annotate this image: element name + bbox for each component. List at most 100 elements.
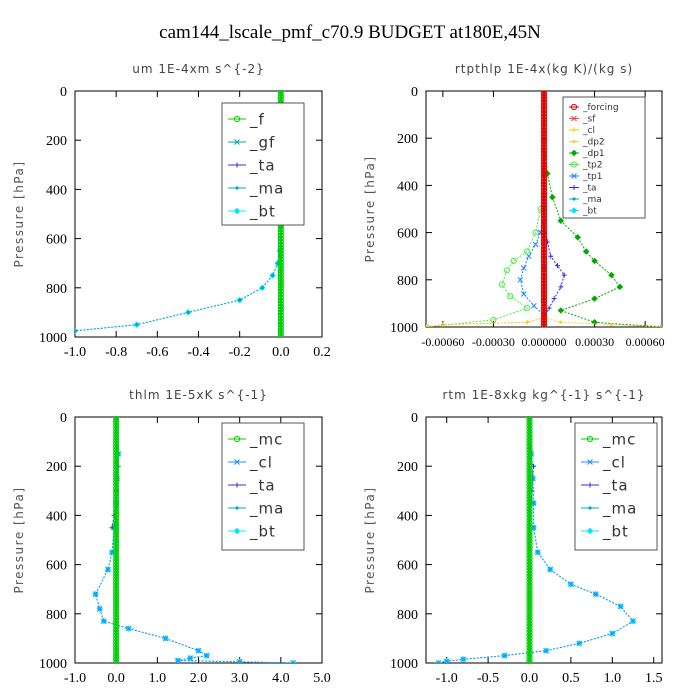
legend-label-dp1: _dp1 [582,149,605,159]
x-tick-label: 0.000000 [522,335,567,349]
legend-label-bt: _bt [582,207,597,217]
series-point-mc [113,558,120,565]
series-point-mc [526,620,533,627]
series-point-mc [526,520,533,527]
y-tick-label: 200 [46,134,67,149]
series-point-tp1 [532,241,539,248]
series-point-cl [443,658,450,663]
series-point-f [277,306,284,313]
series-point-cl [617,603,624,610]
series-point-f [277,327,284,334]
series-point-mc [526,529,533,536]
series-point-mc [113,564,120,571]
series-point-mc [113,419,120,427]
legend-box [574,422,658,551]
series-point-f [277,285,284,292]
series-point-mc [526,552,533,559]
series-point-tp2 [510,257,517,265]
y-axis-label: Pressure [hPa] [12,160,26,267]
series-point-mc [526,582,533,589]
series-line-cl [426,317,545,327]
x-tick-label: 1.0 [149,671,167,686]
series-point-f [277,250,284,257]
legend-marker-dp2 [572,139,576,144]
series-point-mc [526,617,533,624]
legend-label-bt: _bt [249,522,276,541]
legend-marker-ma [235,506,239,510]
series-point-mc [113,593,120,601]
series-point-cl [568,581,574,588]
series-point-mc [113,611,120,618]
series-point-mc [526,641,533,648]
legend-label-ma: _ma [602,499,637,518]
series-point-mc [526,573,533,580]
series-point-mc [526,514,533,521]
x-tick-label: -0.4 [187,345,209,360]
series-point-mc [526,549,533,556]
x-tick-label: -0.5 [477,671,499,686]
series-point-cl [547,566,554,573]
legend-marker-tp1 [571,173,577,179]
x-tick-label: 0.2 [313,345,331,360]
series-point-mc [526,614,533,621]
series-point-ta [558,284,564,290]
series-point-tp2 [498,281,505,288]
series-point-dp2 [609,323,614,327]
series-point-forcing [540,322,548,327]
series-point-cl [105,566,111,573]
series-point-cl [125,625,132,632]
legend-marker-bt [233,207,241,215]
legend-marker-ma [588,506,592,510]
series-point-mc [526,469,533,477]
legend-label-bt: _bt [602,522,629,541]
series-point-f [277,270,284,278]
series-point-mc [526,655,533,663]
series-point-mc [526,629,533,636]
series-point-mc [526,608,533,615]
series-point-mc [113,529,120,536]
legend-marker-dp1 [570,149,578,157]
series-point-mc [526,508,533,515]
series-point-tp1 [520,291,527,297]
series-point-tp2 [503,267,511,274]
y-tick-label: 0 [60,85,67,100]
series-point-mc [526,567,533,574]
series-point-mc [526,564,533,571]
series-line-dp2 [543,317,662,327]
series-point-mc [113,531,120,539]
series-point-cl [435,660,442,663]
series-point-f [277,332,284,337]
y-tick-label: 600 [46,559,67,574]
series-point-mc [526,605,533,612]
series-point-mc [526,523,533,530]
legend-marker-ma [572,197,576,201]
series-point-mc [113,434,120,441]
legend-marker-mc [586,435,594,443]
series-point-mc [113,487,120,494]
series-point-cl [187,655,194,661]
legend-label-mc: _mc [602,430,636,449]
series-point-mc [526,576,533,583]
series-point-mc [526,431,533,438]
series-point-mc [113,534,120,542]
series-point-ma [271,273,275,278]
series-point-f [277,276,284,284]
series-point-mc [526,493,533,500]
series-point-mc [113,458,120,465]
series-point-mc [113,511,120,518]
y-tick-label: 400 [46,183,67,198]
series-point-mc [113,508,120,515]
series-point-mc [113,614,120,621]
series-point-mc [113,526,120,533]
series-point-mc [526,443,533,450]
series-point-cl [175,657,181,663]
series-point-mc [526,464,533,471]
series-point-ma [135,323,139,327]
series-point-mc [526,596,533,604]
legend-marker-ta [234,162,240,168]
series-point-mc [526,546,533,553]
series-point-mc [113,570,120,577]
series-point-mc [526,511,533,518]
series-point-mc [113,632,120,639]
series-point-mc [526,602,533,610]
